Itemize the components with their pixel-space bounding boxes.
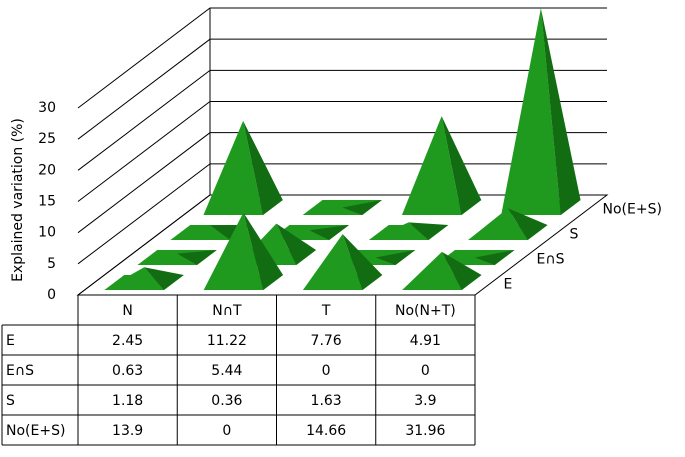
- pyramid-side: [408, 222, 449, 240]
- pyramid-side: [309, 225, 350, 240]
- y-tick-label: 30: [38, 100, 56, 116]
- grid-line: [77, 38, 607, 140]
- pyramid-front: [302, 234, 363, 290]
- table-header: T: [321, 303, 331, 319]
- grid-line: [77, 163, 607, 265]
- pyramid-side: [441, 251, 482, 290]
- table-header: N∩T: [212, 303, 242, 319]
- series-label: E: [504, 277, 513, 293]
- series-label: E∩S: [537, 252, 565, 268]
- y-tick-label: 15: [38, 194, 56, 210]
- y-tick-label: 0: [47, 287, 56, 303]
- table-row-label: E: [6, 333, 15, 349]
- table-cell: 11.22: [207, 333, 247, 349]
- table-cell: 0: [222, 423, 231, 439]
- table-cell: 1.18: [112, 393, 143, 409]
- grid-line: [77, 132, 607, 234]
- table-cell: 1.63: [311, 393, 342, 409]
- table-cell: 5.44: [211, 363, 242, 379]
- pyramid-front: [302, 207, 363, 215]
- pyramid: [203, 120, 283, 215]
- table-cell: 31.96: [405, 423, 445, 439]
- pyramid-side: [177, 250, 217, 265]
- pyramid-front: [368, 222, 429, 240]
- grid-line: [77, 7, 607, 109]
- grid-line: [77, 101, 607, 202]
- series-label: S: [570, 227, 579, 243]
- table-row-label: S: [6, 393, 15, 409]
- table-cell: 7.76: [311, 333, 342, 349]
- pyramid-side: [375, 250, 416, 265]
- pyramid-side: [243, 120, 283, 215]
- pyramid: [501, 8, 581, 215]
- pyramid-side: [342, 234, 383, 290]
- y-tick-label: 5: [47, 256, 56, 272]
- pyramid-side: [144, 267, 184, 290]
- table-cell: 4.91: [410, 333, 441, 349]
- table-cell: 0.36: [211, 393, 242, 409]
- pyramid-side: [441, 116, 482, 215]
- pyramid: [402, 251, 482, 290]
- pyramid-front: [401, 116, 462, 215]
- pyramid-front: [501, 8, 561, 215]
- pyramid-side: [342, 200, 383, 215]
- table-cell: 0: [322, 363, 331, 379]
- pyramid-front: [170, 225, 230, 240]
- table-cell: 14.66: [306, 423, 346, 439]
- table-header: N: [122, 303, 132, 319]
- pyramid: [401, 116, 482, 215]
- grid-line: [77, 69, 607, 171]
- pyramid: [203, 212, 284, 290]
- table-cell: 2.45: [112, 333, 143, 349]
- pyramid: [302, 200, 383, 215]
- pyramid-side: [474, 250, 515, 265]
- pyramid-front: [137, 253, 197, 265]
- pyramid: [302, 234, 383, 290]
- table-row-label: E∩S: [6, 363, 34, 379]
- y-axis-title: Explained variation (%): [10, 118, 26, 282]
- pyramid-side: [243, 212, 284, 290]
- series-label: No(E+S): [603, 202, 662, 218]
- pyramid-front: [402, 251, 462, 290]
- pyramid-front: [104, 267, 164, 290]
- pyramid: [104, 267, 184, 290]
- y-tick-label: 20: [38, 162, 56, 178]
- pyramid: [368, 222, 449, 240]
- pyramid-side: [276, 223, 317, 265]
- table-cell: 13.9: [112, 423, 143, 439]
- pyramid-side: [507, 208, 548, 240]
- pyramid-side: [540, 8, 581, 215]
- pyramid-front: [203, 212, 264, 290]
- y-tick-label: 25: [38, 131, 56, 147]
- table-cell: 0.63: [112, 363, 143, 379]
- pyramid: [468, 208, 548, 240]
- pyramid: [137, 250, 217, 265]
- table-cell: 0: [421, 363, 430, 379]
- table-cell: 3.9: [414, 393, 436, 409]
- pyramid-front: [468, 208, 528, 240]
- y-tick-label: 10: [38, 225, 56, 241]
- table-row-label: No(E+S): [6, 423, 65, 439]
- pyramid-front: [203, 120, 263, 215]
- table-header: No(N+T): [395, 303, 456, 319]
